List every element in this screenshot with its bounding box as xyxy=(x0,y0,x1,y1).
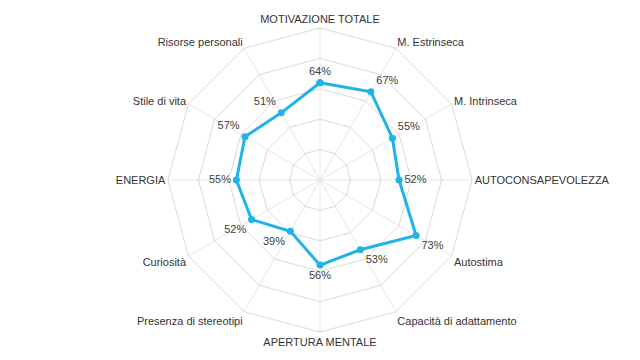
svg-text:51%: 51% xyxy=(254,95,276,107)
svg-text:Capacità di adattamento: Capacità di adattamento xyxy=(397,315,516,327)
svg-text:55%: 55% xyxy=(398,120,420,132)
svg-text:73%: 73% xyxy=(421,239,443,251)
svg-text:APERTURA MENTALE: APERTURA MENTALE xyxy=(263,336,376,348)
svg-text:57%: 57% xyxy=(218,119,240,131)
svg-text:AUTOCONSAPEVOLEZZA: AUTOCONSAPEVOLEZZA xyxy=(475,174,610,186)
svg-text:ENERGIA: ENERGIA xyxy=(116,174,166,186)
svg-text:Stile di vita: Stile di vita xyxy=(133,95,187,107)
svg-text:64%: 64% xyxy=(309,65,331,77)
svg-text:56%: 56% xyxy=(309,269,331,281)
svg-text:Autostima: Autostima xyxy=(454,256,504,268)
svg-text:55%: 55% xyxy=(209,173,231,185)
svg-text:39%: 39% xyxy=(263,235,285,247)
svg-text:67%: 67% xyxy=(376,74,398,86)
svg-text:Curiosità: Curiosità xyxy=(143,256,187,268)
svg-text:52%: 52% xyxy=(404,173,426,185)
svg-text:53%: 53% xyxy=(366,253,388,265)
svg-text:52%: 52% xyxy=(224,223,246,235)
svg-text:MOTIVAZIONE TOTALE: MOTIVAZIONE TOTALE xyxy=(260,13,380,25)
svg-text:M. Intrinseca: M. Intrinseca xyxy=(454,95,518,107)
svg-text:M. Estrinseca: M. Estrinseca xyxy=(397,36,465,48)
svg-text:Risorse personali: Risorse personali xyxy=(158,36,243,48)
svg-text:Presenza di stereotipi: Presenza di stereotipi xyxy=(137,315,243,327)
